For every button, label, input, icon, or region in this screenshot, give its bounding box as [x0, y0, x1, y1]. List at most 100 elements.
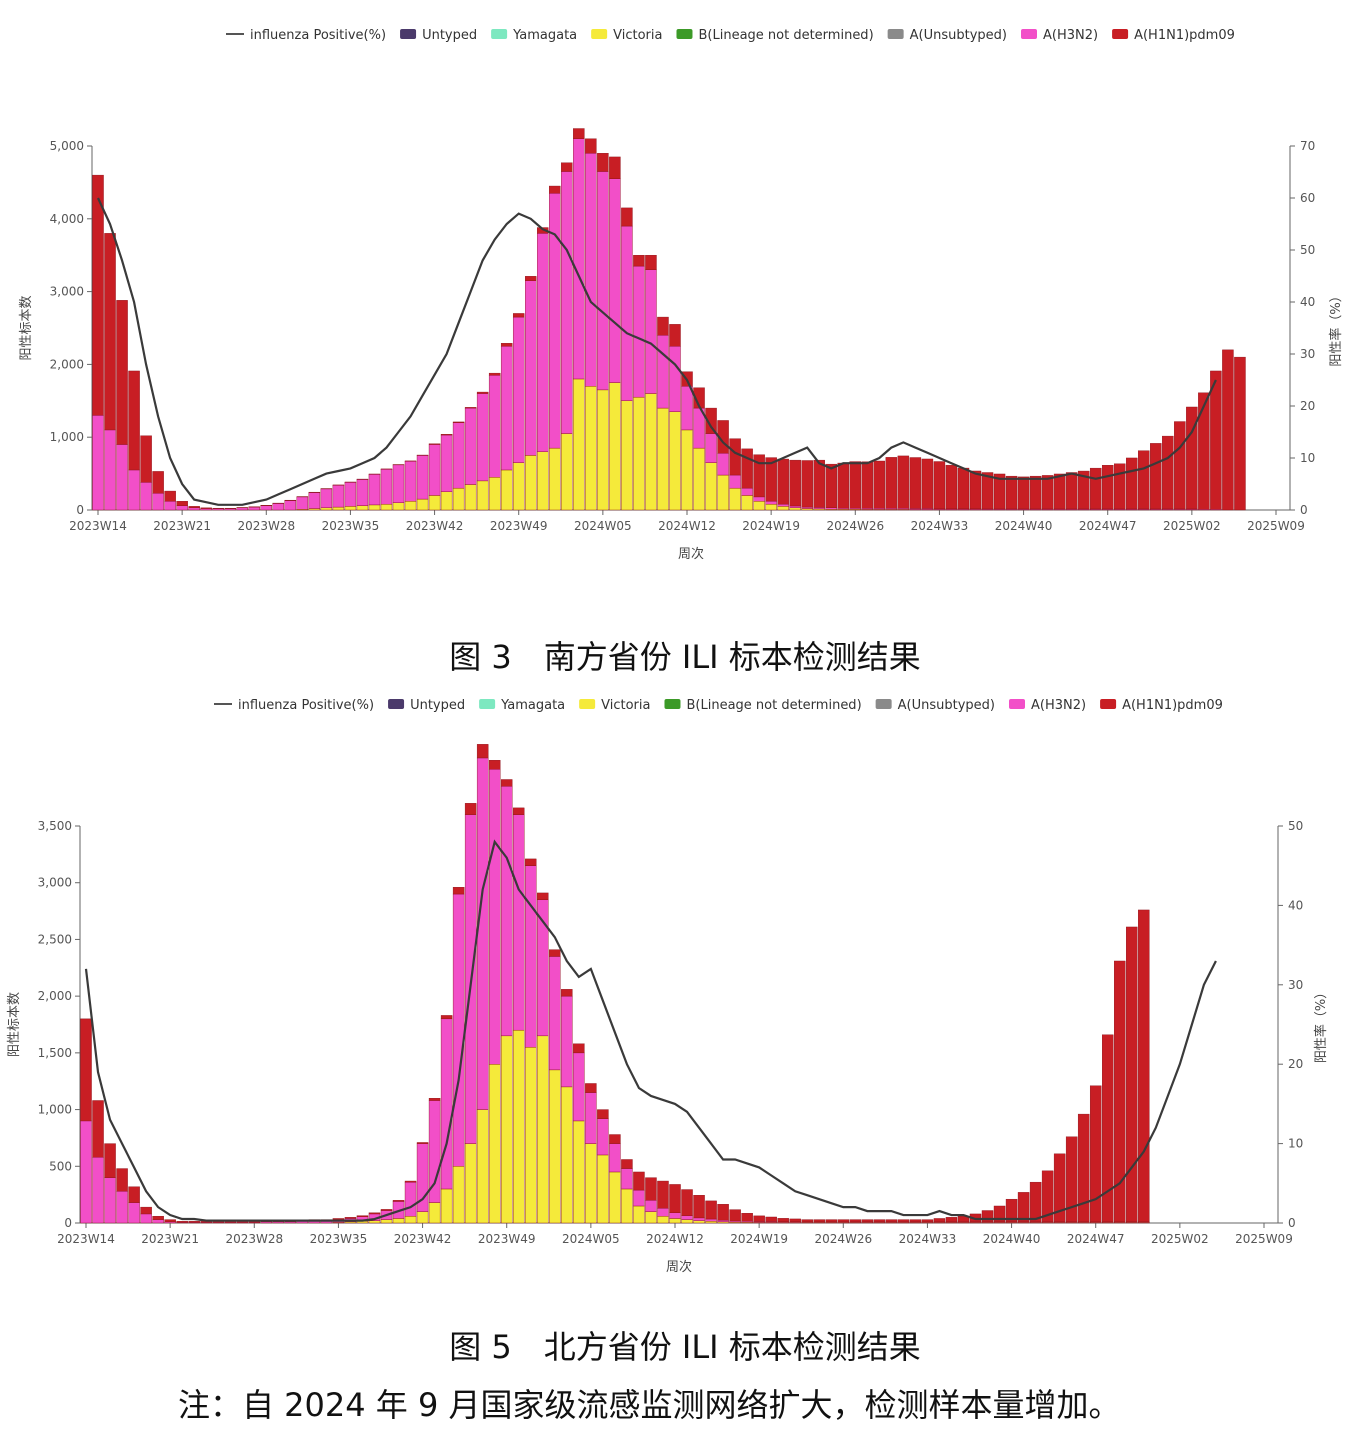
bar-h3n2-21: [344, 482, 357, 507]
bar-h3n2-29: [440, 434, 453, 492]
bar-h1n1-31: [452, 887, 465, 895]
bar-h1n1-84: [1089, 1085, 1102, 1223]
bar-h1n1-30: [440, 1015, 453, 1020]
y-tick-label-2: 1,000: [38, 1103, 72, 1117]
bar-h1n1-39: [561, 162, 573, 172]
bar-h1n1-28: [416, 1142, 429, 1144]
bar-h1n1-48: [669, 324, 681, 347]
bar-h3n2-2: [116, 444, 128, 511]
bar-victoria-46: [645, 393, 657, 511]
y2-tick-label-1: 10: [1300, 451, 1315, 465]
bar-h1n1-51: [705, 407, 717, 434]
bar-h1n1-0: [92, 174, 104, 416]
bar-h1n1-55: [741, 1213, 753, 1222]
bar-h1n1-72: [945, 1217, 958, 1223]
legend-swatch-2: [591, 29, 608, 39]
bar-h3n2-51: [693, 1217, 705, 1221]
legend-swatch-5: [1021, 29, 1037, 39]
bar-h3n2-39: [561, 171, 573, 434]
bar-h1n1-83: [1089, 467, 1102, 510]
bar-h1n1-54: [741, 448, 753, 489]
legend-swatch-0: [388, 699, 405, 709]
x-tick-label-4: 2023W42: [394, 1232, 452, 1246]
bar-victoria-58: [789, 507, 801, 511]
bar-h1n1-35: [500, 779, 513, 787]
bar-victoria-29: [428, 1202, 441, 1224]
bar-h3n2-52: [705, 1218, 717, 1222]
bar-h1n1-60: [813, 459, 825, 508]
bar-h1n1-76: [993, 1205, 1006, 1223]
legend-swatch-6: [1112, 29, 1129, 39]
bar-h1n1-95: [1234, 356, 1246, 511]
legend-label-6: A(H1N1)pdm09: [1122, 698, 1223, 713]
legend-label-4: A(Unsubtyped): [898, 698, 995, 713]
bar-h3n2-27: [404, 1181, 417, 1217]
x-tick-label-6: 2024W05: [562, 1232, 620, 1246]
bar-victoria-33: [476, 1109, 489, 1224]
bar-h1n1-40: [561, 989, 573, 997]
bar-h3n2-43: [597, 1118, 609, 1156]
bar-h1n1-46: [633, 1171, 645, 1191]
bar-h3n2-41: [585, 153, 597, 387]
bar-h3n2-37: [537, 233, 549, 452]
bar-victoria-21: [344, 506, 357, 511]
bar-h1n1-73: [969, 470, 982, 510]
legend-swatch-3: [676, 29, 693, 39]
bar-victoria-32: [476, 480, 489, 511]
bar-h3n2-26: [404, 461, 417, 502]
bar-h3n2-48: [657, 1208, 669, 1217]
bar-h3n2-34: [488, 769, 501, 1065]
y2-tick-label-2: 20: [1288, 1057, 1303, 1071]
bar-h1n1-79: [1041, 475, 1054, 510]
bar-victoria-44: [609, 1171, 621, 1224]
bar-h1n1-53: [729, 438, 741, 476]
bar-h1n1-56: [765, 457, 777, 502]
bar-h3n2-35: [500, 786, 513, 1037]
bar-h1n1-79: [1029, 1181, 1042, 1223]
bar-h1n1-56: [753, 1215, 765, 1222]
legend-swatch-2: [579, 699, 596, 709]
bar-h1n1-59: [789, 1218, 801, 1222]
bar-h3n2-6: [152, 1219, 164, 1224]
bar-h1n1-71: [945, 464, 958, 510]
bar-victoria-25: [392, 502, 405, 511]
bar-victoria-30: [440, 1188, 453, 1224]
bar-h1n1-8: [176, 1221, 188, 1223]
bar-h3n2-13: [248, 506, 260, 511]
bar-h1n1-29: [440, 434, 453, 436]
bar-h1n1-51: [693, 1195, 705, 1219]
x-tick-label-14: 2025W09: [1247, 519, 1305, 533]
y2-tick-label-6: 60: [1300, 191, 1315, 205]
bar-h1n1-92: [1198, 392, 1210, 510]
bar-h1n1-75: [981, 1210, 994, 1223]
bar-h1n1-21: [332, 1218, 345, 1220]
bar-h3n2-31: [464, 407, 477, 485]
bar-h1n1-66: [885, 457, 898, 509]
bar-h1n1-65: [861, 1219, 874, 1223]
x-axis-title: 周次: [666, 1259, 692, 1275]
y2-tick-label-2: 20: [1300, 399, 1315, 413]
bar-h3n2-1: [92, 1157, 104, 1224]
x-tick-label-4: 2023W42: [406, 519, 464, 533]
bars-group: [92, 128, 1246, 511]
bar-h1n1-38: [549, 185, 561, 194]
bar-h3n2-35: [512, 316, 525, 463]
bar-h1n1-70: [933, 461, 946, 510]
bar-h1n1-6: [152, 1215, 164, 1220]
bar-h1n1-58: [777, 1218, 789, 1222]
bar-victoria-35: [512, 462, 525, 511]
bar-h3n2-2: [104, 1177, 116, 1224]
bar-h1n1-85: [1114, 463, 1126, 510]
bar-h1n1-89: [1162, 435, 1174, 510]
y2-tick-label-4: 40: [1288, 898, 1303, 912]
bar-h3n2-0: [92, 415, 104, 511]
y2-axis-title: 阳性率（%）: [1313, 986, 1329, 1063]
bar-h1n1-88: [1138, 909, 1150, 1223]
bar-h1n1-24: [368, 1212, 381, 1215]
bar-victoria-26: [404, 501, 417, 511]
bar-h3n2-4: [140, 482, 152, 511]
bar-h1n1-35: [512, 313, 525, 318]
bar-victoria-45: [633, 396, 645, 511]
bar-h1n1-2: [116, 300, 128, 445]
bar-h1n1-69: [921, 458, 934, 509]
